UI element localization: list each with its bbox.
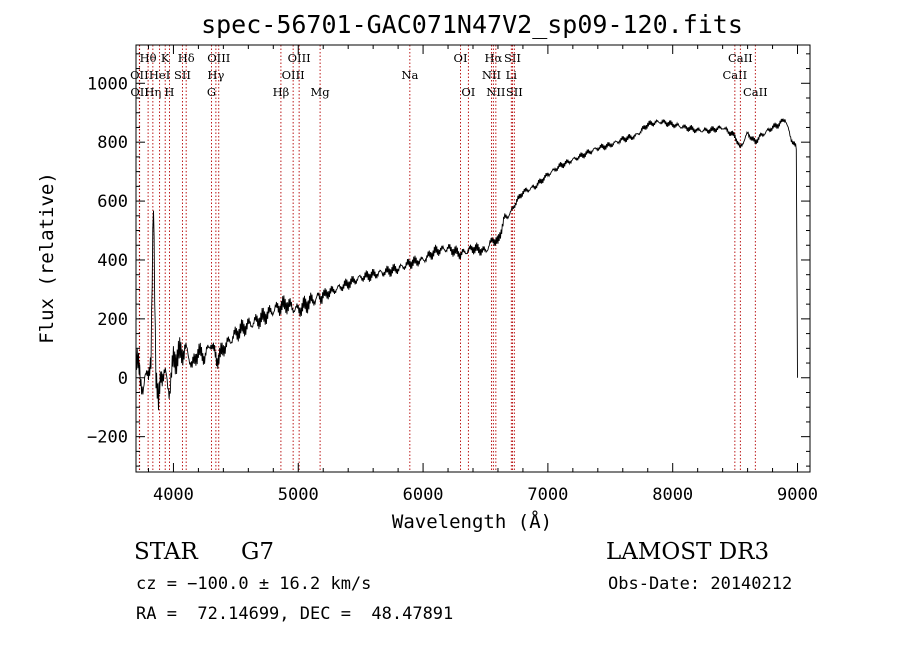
line-label-21: NII xyxy=(486,85,505,99)
x-tick-label-0: 4000 xyxy=(153,485,194,505)
y-tick-label-4: 600 xyxy=(97,192,128,212)
spectral-line-markers: OIIOIIHθHηHeIKHSIIHδGHγOIIIHβOIIIOIIIMgN… xyxy=(130,45,768,472)
x-axis: 4000 5000 6000 7000 8000 9000 xyxy=(147,45,818,505)
line-label-13: OIII xyxy=(282,68,305,82)
x-tick-label-3: 7000 xyxy=(527,485,568,505)
line-label-11: OIII xyxy=(207,51,230,65)
line-label-0: OII xyxy=(130,68,149,82)
x-tick-label-5: 9000 xyxy=(777,485,818,505)
line-label-4: HeI xyxy=(149,68,170,82)
y-tick-label-6: 1000 xyxy=(87,74,128,94)
line-label-1: OII xyxy=(130,85,149,99)
x-tick-label-2: 6000 xyxy=(403,485,444,505)
line-label-19: NII xyxy=(482,68,501,82)
line-label-16: Na xyxy=(401,68,418,82)
x-axis-label: Wavelength (Å) xyxy=(392,510,552,533)
line-label-17: OI xyxy=(454,51,468,65)
line-label-6: H xyxy=(164,85,174,99)
line-label-26: CaII xyxy=(728,51,753,65)
line-label-12: Hβ xyxy=(273,85,290,99)
line-label-27: CaII xyxy=(743,85,768,99)
y-tick-label-3: 400 xyxy=(97,251,128,271)
line-label-5: K xyxy=(161,51,170,65)
y-axis-label: Flux (relative) xyxy=(36,172,58,344)
line-label-10: Hγ xyxy=(207,68,224,82)
line-label-20: Hα xyxy=(484,51,502,65)
plot-frame xyxy=(135,44,811,473)
line-label-22: Li xyxy=(506,68,518,82)
series-flux xyxy=(135,117,798,411)
line-label-3: Hη xyxy=(144,85,161,99)
object-class: STAR xyxy=(134,539,198,565)
redshift-info: cz = −100.0 ± 16.2 km/s xyxy=(136,574,372,594)
observation-date: Obs-Date: 20140212 xyxy=(608,574,793,594)
survey-name: LAMOST DR3 xyxy=(606,539,770,565)
line-label-2: Hθ xyxy=(140,51,157,65)
line-label-8: Hδ xyxy=(178,51,195,65)
line-label-23: SII xyxy=(504,51,521,65)
coordinates-info: RA = 72.14699, DEC = 48.47891 xyxy=(136,604,454,624)
y-tick-label-0: −200 xyxy=(87,428,128,448)
line-label-9: G xyxy=(207,85,216,99)
line-label-24: SII xyxy=(506,85,523,99)
x-tick-label-4: 8000 xyxy=(652,485,693,505)
y-tick-label-1: 0 xyxy=(118,369,128,389)
x-tick-label-1: 5000 xyxy=(278,485,319,505)
y-tick-label-2: 200 xyxy=(97,310,128,330)
chart-title: spec-56701-GAC071N47V2_sp09-120.fits xyxy=(201,10,743,39)
object-subclass: G7 xyxy=(241,539,275,565)
line-label-7: SII xyxy=(174,68,191,82)
line-label-15: Mg xyxy=(311,85,331,99)
line-label-18: OI xyxy=(461,85,475,99)
series-layer xyxy=(135,117,798,411)
line-label-25: CaII xyxy=(722,68,747,82)
y-tick-label-5: 800 xyxy=(97,133,128,153)
line-label-14: OIII xyxy=(288,51,311,65)
y-axis: −200 0 200 400 600 800 1000 xyxy=(87,53,810,467)
